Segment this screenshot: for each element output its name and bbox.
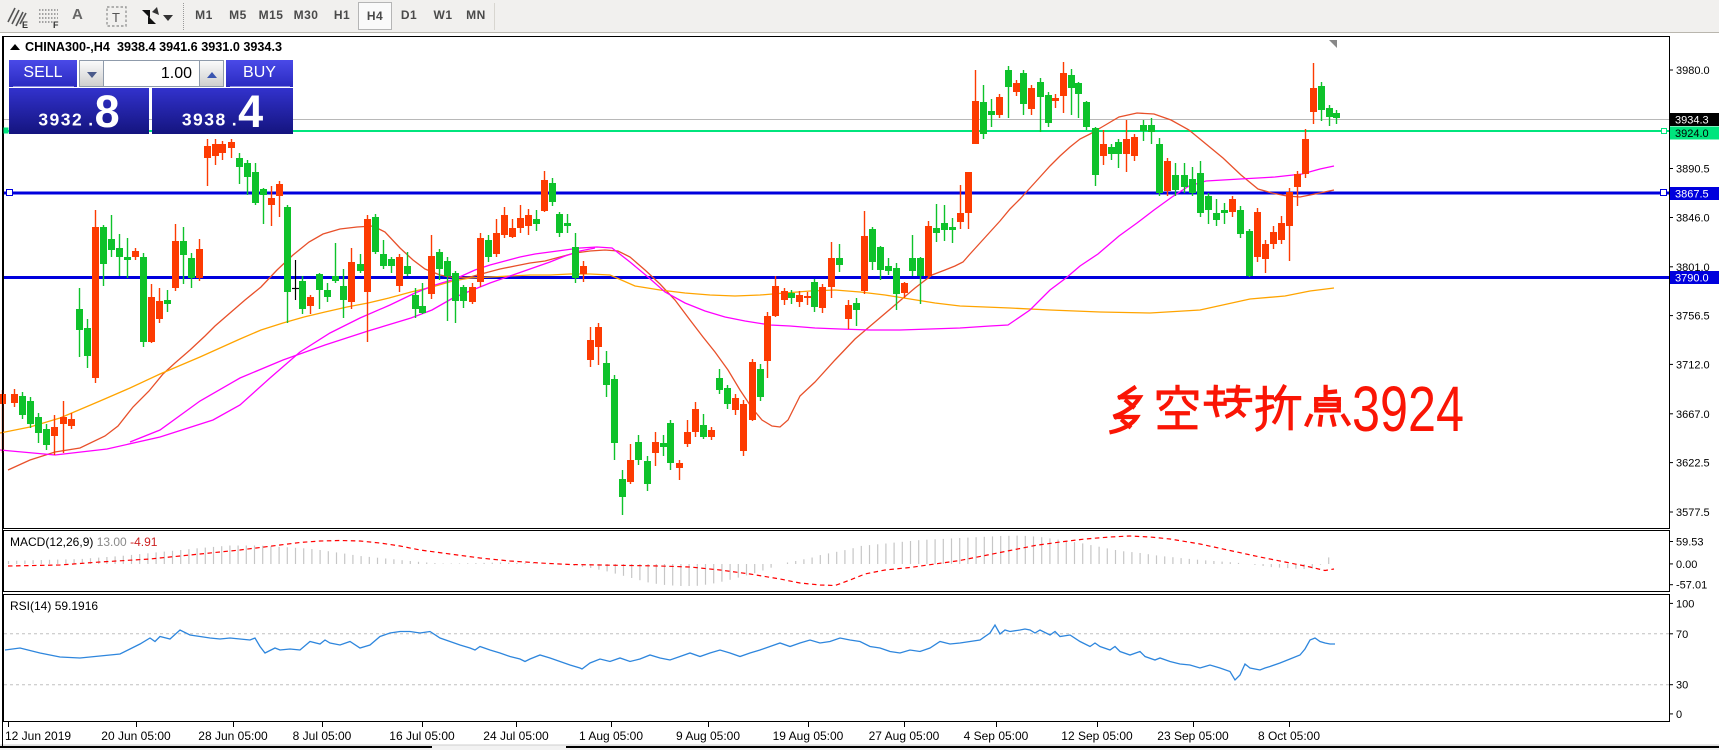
svg-text:CHINA300-,H4 3938.4 3941.6 39: CHINA300-,H4 3938.4 3941.6 3931.0 3934.3 [25, 40, 282, 54]
svg-text:12 Jun 2019: 12 Jun 2019 [5, 729, 71, 743]
svg-text:3622.5: 3622.5 [1676, 458, 1710, 470]
svg-text:3667.0: 3667.0 [1676, 409, 1710, 421]
svg-text:12 Sep 05:00: 12 Sep 05:00 [1061, 729, 1133, 743]
svg-text:3790.0: 3790.0 [1675, 273, 1709, 285]
svg-text:T: T [112, 10, 120, 25]
svg-text:8 Jul 05:00: 8 Jul 05:00 [293, 729, 352, 743]
svg-text:100: 100 [1676, 598, 1694, 610]
svg-text:20 Jun 05:00: 20 Jun 05:00 [101, 729, 171, 743]
svg-text:3924: 3924 [1352, 373, 1464, 445]
svg-text:0.00: 0.00 [1676, 559, 1697, 571]
svg-text:3577.5: 3577.5 [1676, 507, 1710, 519]
svg-text:MACD(12,26,9) 13.00 -4.91: MACD(12,26,9) 13.00 -4.91 [10, 535, 158, 549]
svg-text:16 Jul 05:00: 16 Jul 05:00 [389, 729, 455, 743]
svg-text:23 Sep 05:00: 23 Sep 05:00 [1157, 729, 1229, 743]
svg-text:-57.01: -57.01 [1676, 580, 1707, 592]
svg-text:F: F [53, 20, 59, 30]
svg-text:19 Aug 05:00: 19 Aug 05:00 [773, 729, 844, 743]
svg-text:8 Oct 05:00: 8 Oct 05:00 [1258, 729, 1320, 743]
svg-text:28 Jun 05:00: 28 Jun 05:00 [198, 729, 268, 743]
svg-text:0: 0 [1676, 709, 1682, 721]
svg-text:3980.0: 3980.0 [1676, 65, 1710, 77]
svg-text:3756.5: 3756.5 [1676, 311, 1710, 323]
svg-text:3924.0: 3924.0 [1675, 128, 1709, 140]
svg-text:4 Sep 05:00: 4 Sep 05:00 [964, 729, 1029, 743]
svg-text:59.53: 59.53 [1676, 537, 1704, 549]
svg-text:1 Aug 05:00: 1 Aug 05:00 [579, 729, 643, 743]
svg-text:3801.0: 3801.0 [1676, 262, 1710, 274]
svg-text:RSI(14) 59.1916: RSI(14) 59.1916 [10, 599, 98, 613]
svg-text:30: 30 [1676, 680, 1688, 692]
svg-text:E: E [22, 20, 28, 30]
svg-text:27 Aug 05:00: 27 Aug 05:00 [869, 729, 940, 743]
svg-text:9 Aug 05:00: 9 Aug 05:00 [676, 729, 740, 743]
svg-text:24 Jul 05:00: 24 Jul 05:00 [483, 729, 549, 743]
svg-text:3846.0: 3846.0 [1676, 213, 1710, 225]
svg-text:3712.0: 3712.0 [1676, 359, 1710, 371]
svg-text:70: 70 [1676, 629, 1688, 641]
svg-text:3867.5: 3867.5 [1675, 189, 1709, 201]
svg-text:3934.3: 3934.3 [1675, 115, 1709, 127]
svg-text:3890.5: 3890.5 [1676, 164, 1710, 176]
